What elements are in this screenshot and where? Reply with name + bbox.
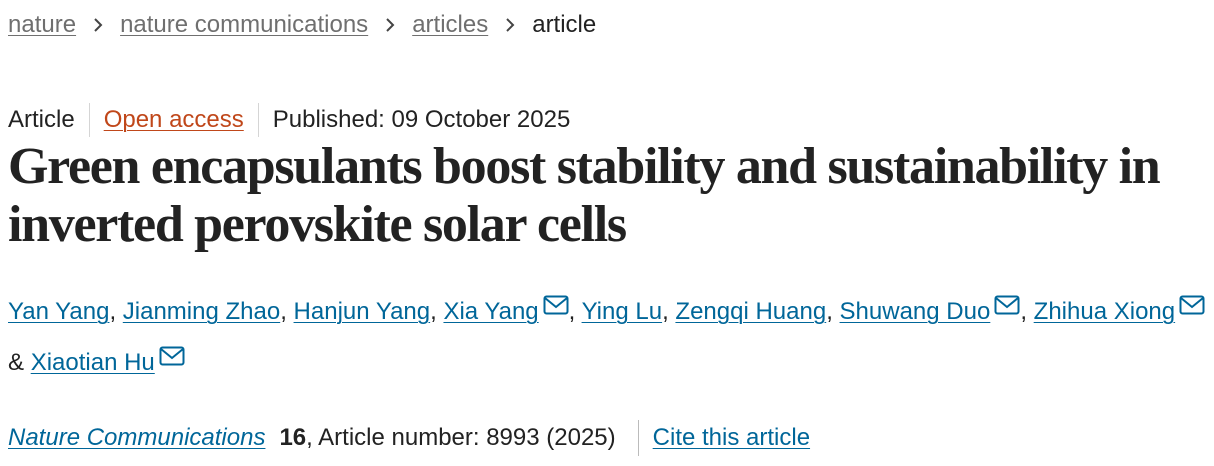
author: Xiaotian Hu	[30, 346, 185, 376]
cite-link[interactable]: Cite this article	[652, 424, 811, 451]
author: Zengqi Huang	[675, 298, 826, 325]
email-icon[interactable]	[159, 346, 185, 366]
author-name[interactable]: Yan Yang	[8, 298, 110, 325]
email-icon[interactable]	[543, 295, 569, 315]
volume: 16	[279, 424, 307, 451]
email-icon[interactable]	[994, 295, 1020, 315]
separator: ,	[568, 298, 576, 325]
author: Zhihua Xiong	[1033, 295, 1205, 325]
citation-details: , Article number: 8993 (2025)	[306, 424, 616, 451]
separator: ,	[109, 298, 117, 325]
author-name[interactable]: Ying Lu	[581, 298, 663, 325]
breadcrumb-link[interactable]: nature communications	[120, 11, 369, 38]
author: Ying Lu	[582, 298, 663, 325]
author-list: Yan Yang, Jianming Zhao, Hanjun Yang, Xi…	[8, 286, 1208, 388]
published: Published: 09 October 2025	[272, 106, 571, 133]
chevron	[386, 18, 395, 32]
article-type: Article	[8, 106, 75, 133]
breadcrumbs: nature nature communications articles ar…	[8, 11, 596, 39]
open-access[interactable]: Open access	[103, 106, 244, 133]
chevron	[506, 18, 515, 32]
article-meta: Article Open access Published: 09 Octobe…	[8, 103, 570, 137]
journal[interactable]: Nature Communications	[8, 424, 266, 451]
author-name[interactable]: Shuwang Duo	[839, 298, 991, 325]
separator: ,	[430, 298, 437, 325]
breadcrumb-link[interactable]: articles	[412, 11, 489, 38]
author-name[interactable]: Jianming Zhao	[122, 298, 281, 325]
article-title: Green encapsulants boost stability and s…	[8, 138, 1161, 253]
author: Xia Yang	[443, 295, 569, 325]
breadcrumb-link[interactable]: nature	[8, 11, 77, 38]
author-name[interactable]: Zengqi Huang	[675, 298, 827, 325]
citation: Nature Communications 16 , Article numbe…	[8, 420, 810, 456]
author-name[interactable]: Xia Yang	[443, 298, 539, 325]
author-name[interactable]: Zhihua Xiong	[1033, 298, 1176, 325]
author: Hanjun Yang	[294, 298, 431, 325]
divider	[88, 103, 90, 137]
divider	[637, 420, 639, 456]
joiner: &	[8, 349, 25, 376]
breadcrumb-current: article	[532, 11, 597, 38]
author-name[interactable]: Hanjun Yang	[293, 298, 431, 325]
chevron	[94, 18, 103, 32]
author: Jianming Zhao	[123, 298, 280, 325]
separator: ,	[1020, 298, 1027, 325]
author: Yan Yang	[8, 298, 109, 325]
separator: ,	[662, 298, 669, 325]
author-name[interactable]: Xiaotian Hu	[30, 349, 155, 376]
author: Shuwang Duo	[839, 295, 1021, 325]
email-icon[interactable]	[1179, 295, 1205, 315]
separator: ,	[280, 298, 287, 325]
separator: ,	[826, 298, 833, 325]
divider	[257, 103, 259, 137]
